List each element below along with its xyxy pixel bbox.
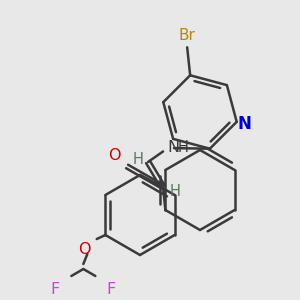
Text: H: H (133, 152, 143, 166)
Text: F: F (51, 281, 60, 296)
Text: N: N (167, 140, 179, 154)
Text: O: O (108, 148, 120, 163)
Text: H: H (178, 140, 188, 154)
Text: F: F (107, 281, 116, 296)
Text: O: O (78, 242, 91, 256)
Text: Br: Br (179, 28, 196, 43)
Text: H: H (169, 184, 180, 199)
Text: N: N (238, 115, 252, 133)
